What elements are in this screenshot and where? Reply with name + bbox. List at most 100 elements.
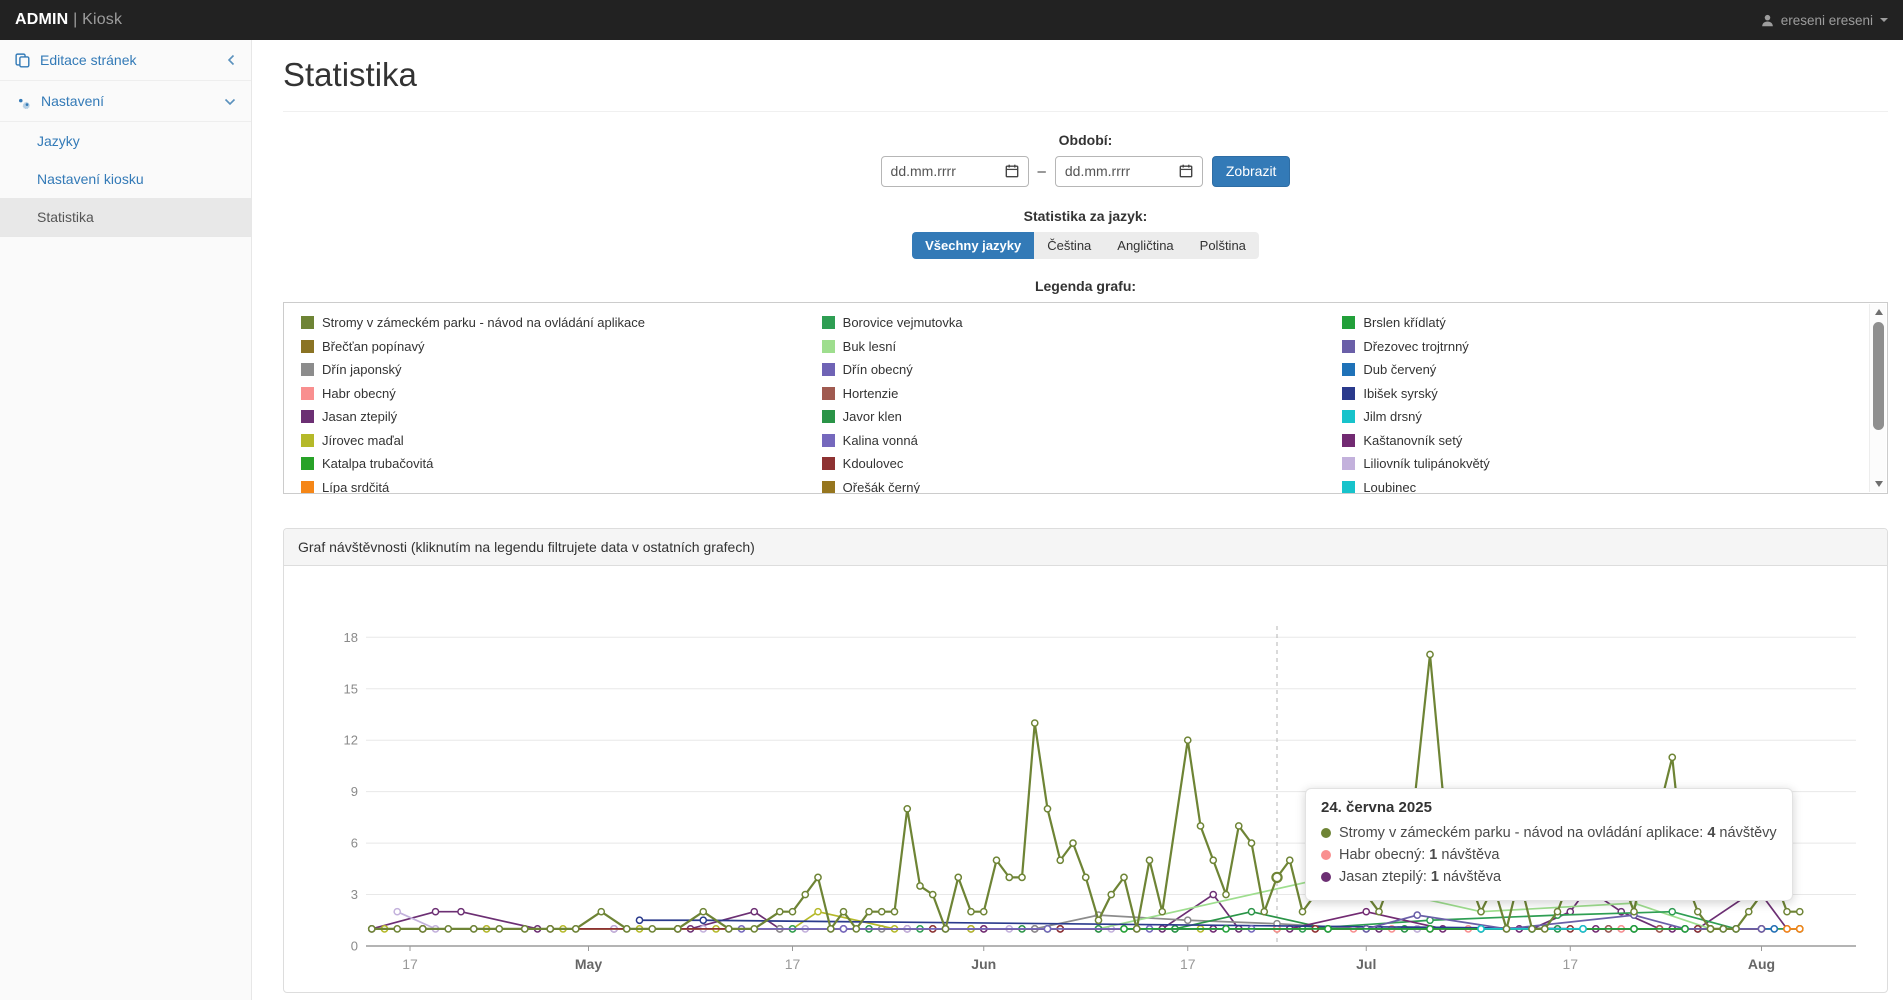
app-brand[interactable]: ADMIN | Kiosk <box>15 11 122 29</box>
tooltip-row: Habr obecný: 1 návštěva <box>1321 844 1777 866</box>
legend-item[interactable]: Kaštanovník setý <box>1342 428 1863 452</box>
chevron-left-icon <box>227 54 235 66</box>
legend-swatch <box>821 457 835 471</box>
legend-swatch <box>821 480 835 493</box>
date-from-input[interactable]: dd.mm.rrrr <box>880 155 1029 187</box>
svg-text:17: 17 <box>785 956 801 972</box>
chart-canvas[interactable]: 0 3 6 9 12 15 18 17 May 17 Jun 17 Jul 17 Aug <box>284 566 1887 992</box>
scroll-up-arrow[interactable] <box>1870 304 1887 320</box>
svg-text:17: 17 <box>1180 956 1196 972</box>
obdobi-label: Období: <box>1058 131 1113 148</box>
legend-item[interactable]: Buk lesní <box>821 334 1343 358</box>
username: ereseni ereseni <box>1780 12 1873 28</box>
legend-item-label: Javor klen <box>842 409 902 425</box>
legend-item[interactable]: Ibišek syrský <box>1342 381 1863 405</box>
legend-item[interactable]: Stromy v zámeckém parku - návod na ovlád… <box>301 311 822 335</box>
legend-item[interactable]: Borovice vejmutovka <box>821 311 1343 335</box>
svg-text:Jul: Jul <box>1356 956 1376 972</box>
jazyk-label: Statistika za jazyk: <box>1023 207 1148 224</box>
sidebar-divider <box>0 236 251 237</box>
legend-swatch <box>301 410 314 424</box>
legend-swatch <box>1342 480 1356 493</box>
legend-item[interactable]: Kdoulovec <box>821 452 1343 476</box>
tooltip-date: 24. června 2025 <box>1321 798 1432 816</box>
date-to-input[interactable]: dd.mm.rrrr <box>1054 155 1203 187</box>
sidebar-item-statistika[interactable]: Statistika <box>0 198 251 236</box>
legend-swatch <box>301 316 314 330</box>
language-button[interactable]: Polština <box>1186 231 1259 259</box>
legend-scrollbar[interactable] <box>1869 303 1887 492</box>
legend-item[interactable]: Kalina vonná <box>821 428 1343 452</box>
legend-item[interactable]: Břečťan popínavý <box>301 334 822 358</box>
sidebar: Editace stránek Nastavení Jazyky Nastave… <box>0 40 252 1000</box>
legend-item-label: Dřín japonský <box>322 362 402 378</box>
legend-item[interactable]: Dub červený <box>1342 358 1863 382</box>
legend-item[interactable]: Jírovec maďal <box>301 428 822 452</box>
legend-item[interactable]: Ořešák černý <box>821 475 1343 494</box>
scrollbar-thumb[interactable] <box>1873 321 1884 430</box>
tooltip-text: Jasan ztepilý: 1 návštěva <box>1339 868 1502 885</box>
legend-item-label: Hortenzie <box>842 385 899 401</box>
legend-item-label: Stromy v zámeckém parku - návod na ovlád… <box>322 315 645 331</box>
legend-item[interactable]: Hortenzie <box>821 381 1343 405</box>
calendar-icon[interactable] <box>1179 164 1193 178</box>
sidebar-item-nastaveni-kiosku[interactable]: Nastavení kiosku <box>0 160 251 198</box>
legend-swatch <box>1342 433 1356 447</box>
language-button-group: Všechny jazyky Čeština Angličtina Polština <box>912 231 1259 259</box>
legend-item-label: Kalina vonná <box>842 432 918 448</box>
scroll-down-arrow[interactable] <box>1870 476 1887 492</box>
legend-item[interactable]: Lípa srdčitá <box>301 475 822 494</box>
legend-item-label: Katalpa trubačovitá <box>322 456 434 472</box>
sidebar-item-label: Nastavení <box>41 93 105 109</box>
sidebar-item-jazyky[interactable]: Jazyky <box>0 122 251 160</box>
sidebar-item-editace-stranek[interactable]: Editace stránek <box>0 40 251 81</box>
legend-item[interactable]: Javor klen <box>821 405 1343 429</box>
legend-grid: Stromy v zámeckém parku - návod na ovlád… <box>284 303 1887 494</box>
legend-item-label: Ibišek syrský <box>1363 385 1438 401</box>
main-content: Statistika Období: dd.mm.rrrr – dd.mm.rr… <box>252 40 1903 1000</box>
legend-item[interactable]: Dřín japonský <box>301 358 822 382</box>
filter-controls: Období: dd.mm.rrrr – dd.mm.rrrr <box>283 132 1888 294</box>
sidebar-item-label: Editace stránek <box>40 52 137 68</box>
svg-text:17: 17 <box>402 956 418 972</box>
sidebar-item-nastaveni[interactable]: Nastavení <box>0 81 251 122</box>
legend-item-label: Jírovec maďal <box>322 432 404 448</box>
chevron-down-icon <box>224 98 236 105</box>
tooltip-rows: Stromy v zámeckém parku - návod na ovlád… <box>1321 822 1777 888</box>
legend-swatch <box>821 386 835 400</box>
language-button[interactable]: Angličtina <box>1104 231 1187 259</box>
legend-item[interactable]: Katalpa trubačovitá <box>301 452 822 476</box>
svg-text:6: 6 <box>351 836 358 851</box>
legend-item[interactable]: Habr obecný <box>301 381 822 405</box>
legend-item-label: Ořešák černý <box>842 479 920 494</box>
zobrazit-button[interactable]: Zobrazit <box>1211 155 1291 187</box>
legend-item[interactable]: Dřezovec trojtrnný <box>1342 334 1863 358</box>
gears-icon <box>19 98 30 109</box>
calendar-icon[interactable] <box>1005 164 1019 178</box>
legend-swatch <box>301 339 314 353</box>
svg-text:3: 3 <box>351 887 358 902</box>
brand-admin: ADMIN <box>15 11 69 28</box>
legend-item[interactable]: Jilm drsný <box>1342 405 1863 429</box>
legend-item[interactable]: Jasan ztepilý <box>301 405 822 429</box>
range-dash: – <box>1037 162 1046 180</box>
legend-item[interactable]: Loubinec <box>1342 475 1863 493</box>
legend-item[interactable]: Dřín obecný <box>821 358 1343 382</box>
legend-swatch <box>1342 457 1356 471</box>
legend-item-label: Lípa srdčitá <box>322 479 390 494</box>
legend-item[interactable]: Liliovník tulipánokvětý <box>1342 452 1863 476</box>
date-to-value: dd.mm.rrrr <box>1064 163 1131 180</box>
legend-item-label: Habr obecný <box>322 385 396 401</box>
legend-item-label: Liliovník tulipánokvětý <box>1363 456 1490 472</box>
language-button[interactable]: Čeština <box>1034 231 1105 259</box>
svg-text:17: 17 <box>1562 956 1578 972</box>
language-button[interactable]: Všechny jazyky <box>912 231 1035 259</box>
series-dot-icon <box>1321 827 1331 838</box>
date-from-value: dd.mm.rrrr <box>890 163 956 180</box>
legend-item[interactable]: Brslen křídlatý <box>1342 311 1863 335</box>
user-menu[interactable]: ereseni ereseni <box>1761 13 1888 28</box>
page-title: Statistika <box>283 56 417 93</box>
visits-chart[interactable]: 0 3 6 9 12 15 18 17 May 17 Jun 17 Jul 17 Aug 24. červn… <box>284 566 1887 992</box>
legend-swatch <box>1342 410 1356 424</box>
date-range-row: dd.mm.rrrr – dd.mm.rrrr Zobrazit <box>283 155 1888 187</box>
